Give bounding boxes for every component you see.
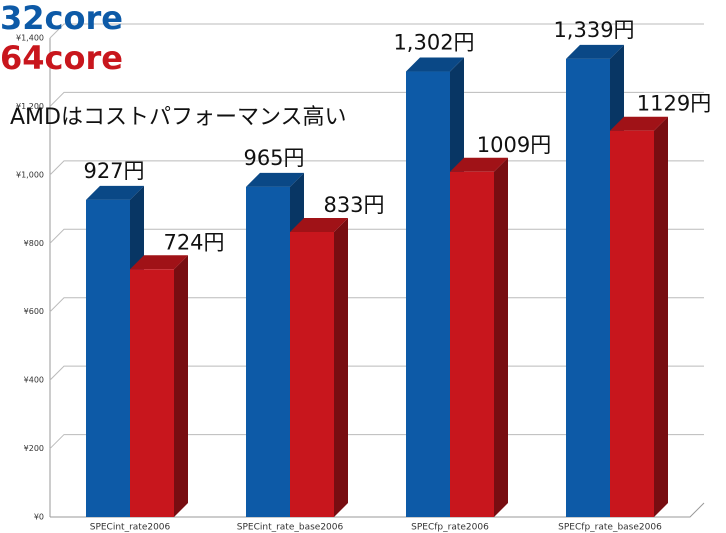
bar-side [654,116,668,518]
data-label: 1009円 [477,133,551,157]
x-tick-label: SPECfp_rate2006 [411,523,489,533]
data-label: 833円 [323,193,384,217]
bar-top [610,116,668,131]
bar-top [290,217,348,232]
data-label: 1,339円 [553,18,634,42]
bar-front [566,58,610,517]
y-tick-label: ¥1,200 [16,102,44,111]
y-tick-label: ¥400 [24,376,44,385]
bar-top [450,157,508,172]
data-label: 1129円 [637,92,711,116]
bar-front [246,186,290,517]
legend-entry: 64core [0,39,123,77]
bar [610,116,668,518]
grid-line [49,23,704,39]
bar-top [130,255,188,270]
y-tick-label: ¥800 [24,239,44,248]
data-label: 1,302円 [393,31,474,55]
x-tick-label: SPECfp_rate_base2006 [558,523,662,533]
y-tick-label: ¥1,400 [16,34,44,43]
data-label: 965円 [243,146,304,170]
bar-top [86,185,144,200]
bar-side [334,217,348,517]
annotation: AMDはコストパフォーマンス高い [10,105,347,130]
bar-front [406,71,450,517]
data-label: 927円 [83,159,144,183]
legend-entry: 32core [0,0,123,37]
bar [450,157,508,517]
x-tick-label: SPECint_rate_base2006 [237,523,344,533]
y-tick-label: ¥0 [34,513,44,522]
y-tick-label: ¥200 [24,444,44,453]
y-tick-label: ¥1,000 [16,170,44,179]
bar-top [406,57,464,72]
bar [130,255,188,517]
bar-front [86,199,130,518]
data-label: 724円 [163,230,224,254]
grid-line [49,91,704,107]
plot: ¥0 ¥200 ¥400 ¥600 ¥800 ¥1,000 ¥1,200 ¥1,400 SPEC… [16,18,711,533]
bar-front [290,231,334,517]
bar-side [174,255,188,517]
x-tick-label: SPECint_rate2006 [90,523,171,533]
bar-front [610,130,654,518]
bar-top [246,172,304,187]
bar [290,217,348,517]
bar-side [494,157,508,517]
y-tick-label: ¥600 [24,307,44,316]
bar-front [450,171,494,517]
bar-top [566,44,624,59]
bar-front [130,269,174,517]
